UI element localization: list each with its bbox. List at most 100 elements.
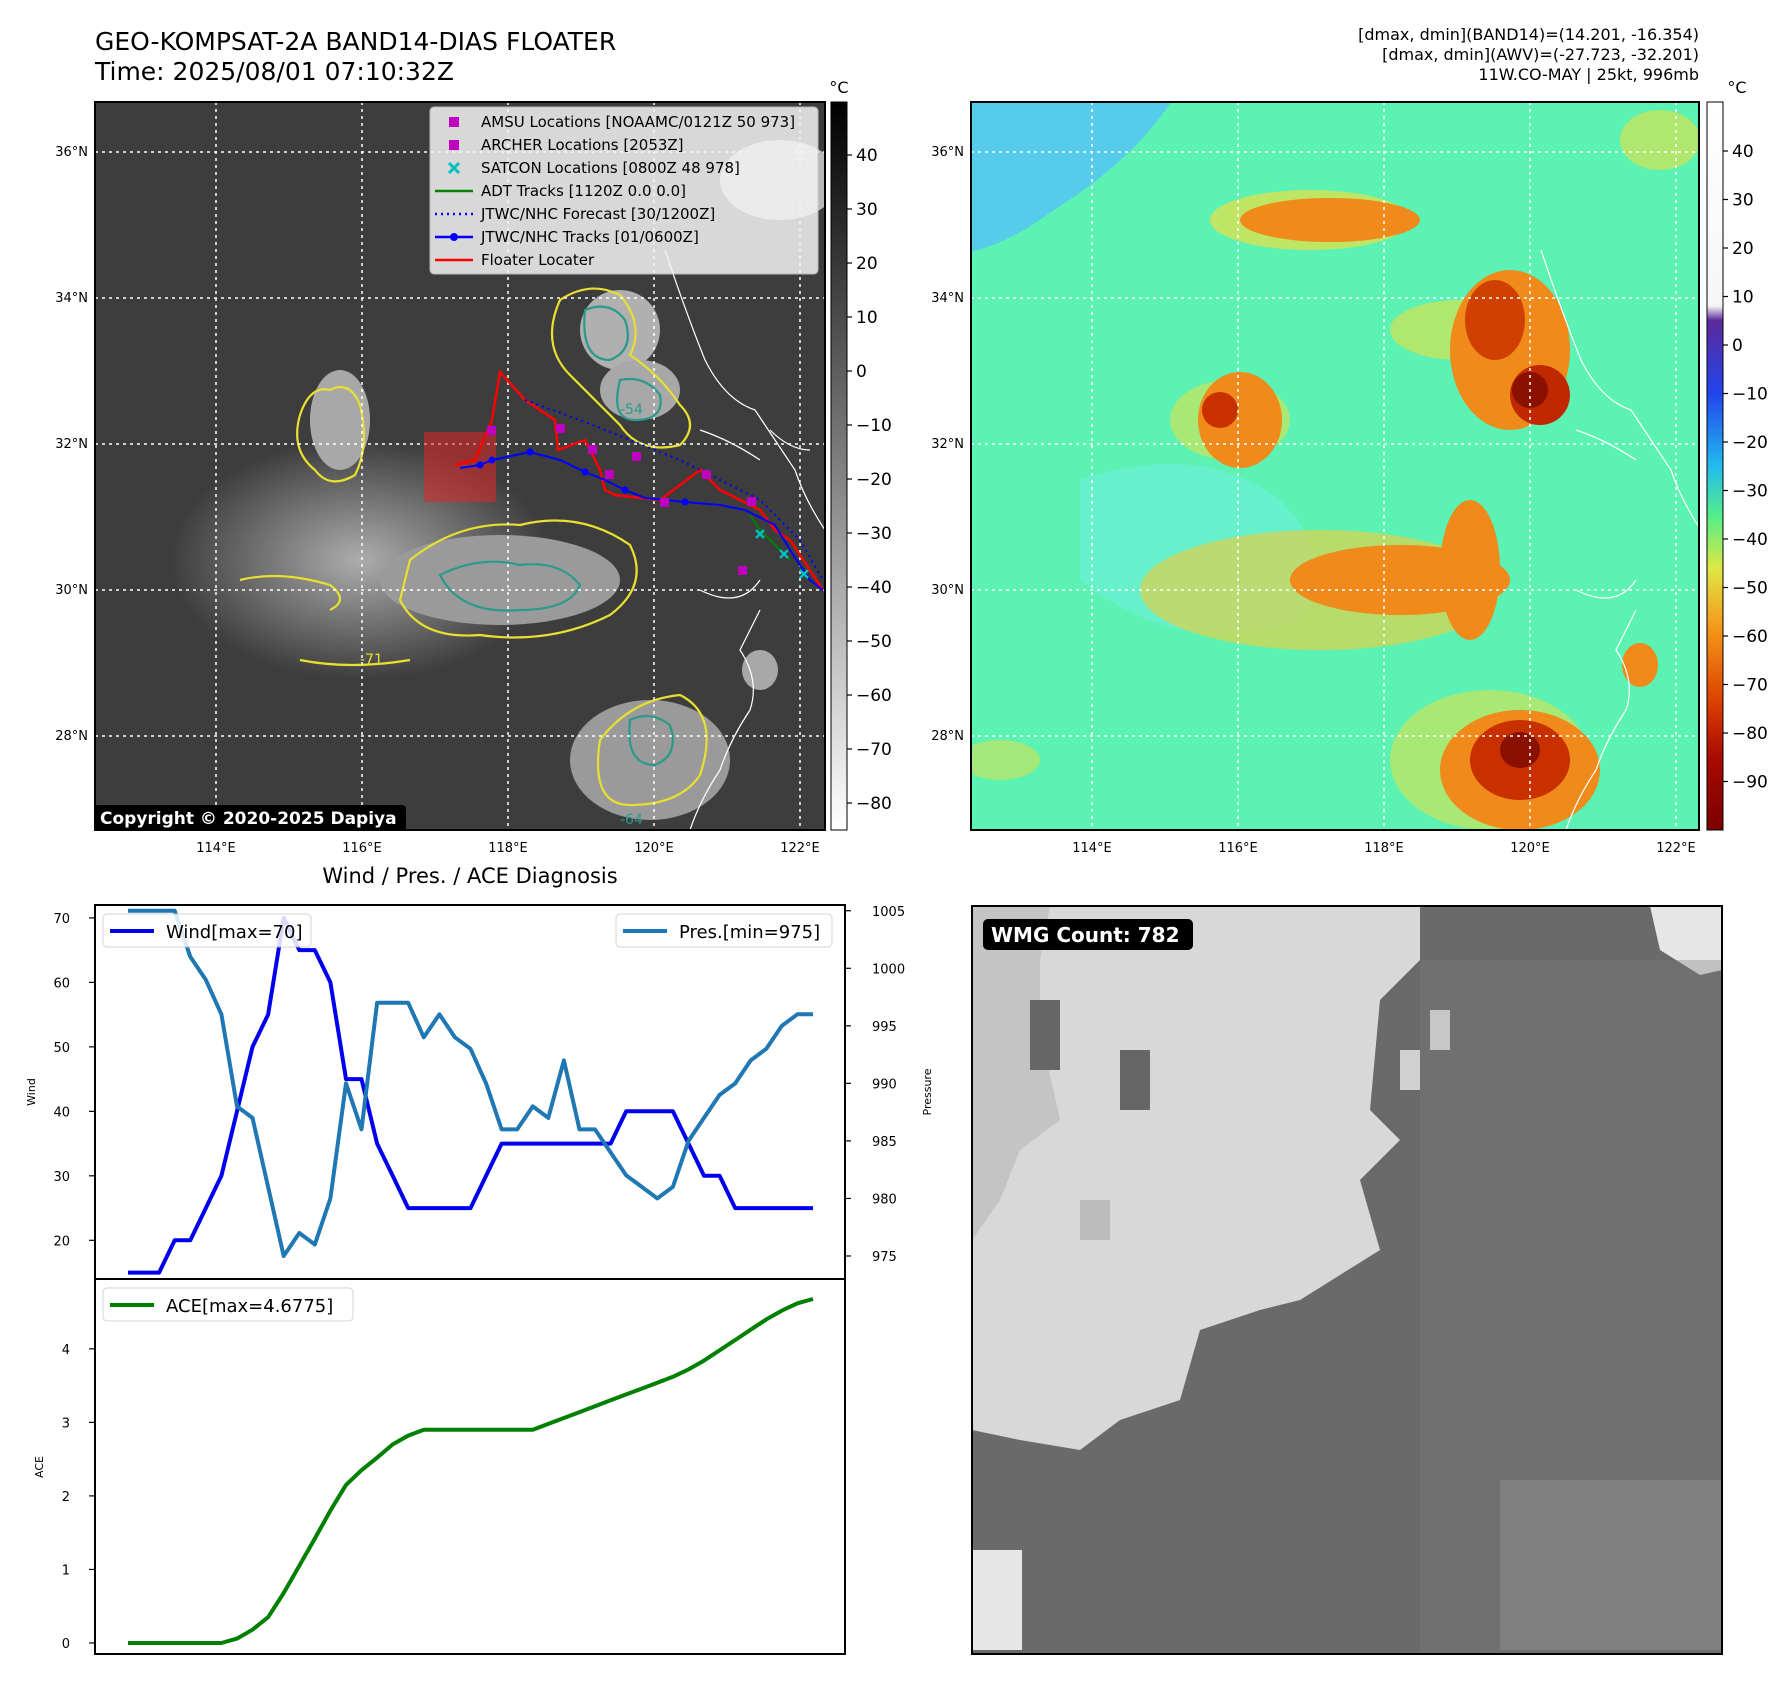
ace-axis-label: ACE <box>33 1456 46 1478</box>
satcon-points <box>755 529 809 579</box>
cold-cloud-contour <box>296 386 366 483</box>
convection-orange <box>1622 643 1658 687</box>
y-tick-label: 50 <box>53 1041 70 1056</box>
cloud-mass <box>742 650 778 690</box>
legend-entry: SATCON Locations [0800Z 48 978] <box>447 159 740 177</box>
cloud-mass <box>580 290 660 370</box>
y-tick-label: 4 <box>62 1343 70 1358</box>
colorbar-tick-label: 30 <box>1732 191 1754 211</box>
ace-chart-frame <box>94 1278 846 1655</box>
wind-pressure-chart: Wind Pressure 20 30 40 50 60 70 975 980 985 990 9… <box>25 904 934 1280</box>
y-right-tick-label: 1000 <box>872 962 905 977</box>
cold-cloud-contour <box>438 560 582 612</box>
awv-map-frame <box>970 101 1700 831</box>
convection-orange <box>1440 500 1500 640</box>
colorbar-tick-label: −20 <box>1732 433 1768 453</box>
dry-region <box>971 102 1171 252</box>
cold-cloud-contour <box>596 693 708 807</box>
legend-marker-square <box>449 117 459 127</box>
cold-cloud-contour <box>583 305 629 362</box>
colorbar-unit: °C <box>1727 78 1746 97</box>
lat-label: 36°N <box>931 145 964 160</box>
wmg-frame <box>971 905 1723 1655</box>
wmg-cold-region <box>1650 906 1722 975</box>
lon-label: 114°E <box>196 841 236 856</box>
lon-label: 114°E <box>1072 841 1112 856</box>
series-line <box>128 1297 814 1645</box>
wmg-block <box>1120 1050 1150 1110</box>
coastline <box>1540 249 1699 830</box>
colorbar-tick-label: −70 <box>856 740 892 760</box>
cold-cloud-contour <box>299 658 411 667</box>
colorbar-tick-label: −20 <box>856 470 892 490</box>
pressure-legend-label: Pres.[min=975] <box>679 922 820 943</box>
y-tick-label: 1 <box>62 1563 70 1578</box>
y-tick-label: 70 <box>53 912 70 927</box>
y-tick-label: 60 <box>53 976 70 991</box>
y-tick-label: 2 <box>62 1490 70 1505</box>
wmg-warm-fill <box>972 906 1060 1240</box>
legend-label: AMSU Locations [NOAAMC/0121Z 50 973] <box>481 113 795 131</box>
cold-cloud-contour <box>616 377 662 422</box>
contour-label: -64 <box>620 812 643 828</box>
colorbar-tick-label: −50 <box>1732 579 1768 599</box>
cold-cloud-contour <box>628 714 674 767</box>
wind-legend-label: Wind[max=70] <box>166 922 303 943</box>
legend-label: JTWC/NHC Forecast [30/1200Z] <box>480 205 715 223</box>
colorbar-tick-label: 10 <box>1732 288 1754 308</box>
lon-label: 122°E <box>780 841 820 856</box>
colorbar-tick-label: −80 <box>856 794 892 814</box>
legend-entry: JTWC/NHC Forecast [30/1200Z] <box>435 205 715 223</box>
wmg-block <box>1430 1010 1450 1050</box>
y-right-tick-label: 995 <box>872 1020 897 1035</box>
colorbar-tick-label: −50 <box>856 632 892 652</box>
figure-title: GEO-KOMPSAT-2A BAND14-DIAS FLOATER <box>95 27 616 56</box>
awv-colorbar: °C 40 30 20 10 0 −10 −20 −30 −40 −50 −60 −70 −80 −90 <box>1706 78 1768 831</box>
lat-label: 28°N <box>55 729 88 744</box>
diagnosis-title: Wind / Pres. / ACE Diagnosis <box>322 864 617 888</box>
floater-locater-track <box>454 369 825 591</box>
legend-label: Floater Locater <box>481 251 595 269</box>
wind-legend: Wind[max=70] <box>102 913 312 948</box>
colorbar-tick-label: −60 <box>856 686 892 706</box>
colorbar-tick-label: −80 <box>1732 724 1768 744</box>
wmg-block <box>1080 1200 1110 1240</box>
lat-label: 30°N <box>55 583 88 598</box>
pressure-legend: Pres.[min=975] <box>615 913 833 948</box>
wmg-count-badge <box>983 919 1193 950</box>
ace-legend: ACE[max=4.6775] <box>102 1287 354 1322</box>
colorbar-tick-label: −90 <box>1732 773 1768 793</box>
colorbar-tick-label: −10 <box>1732 385 1768 405</box>
wind-axis-label: Wind <box>25 1078 38 1106</box>
legend-entry: ARCHER Locations [2053Z] <box>449 136 684 154</box>
y-tick-label: 40 <box>53 1105 70 1120</box>
lat-label: 34°N <box>55 291 88 306</box>
y-right-tick-label: 990 <box>872 1077 897 1092</box>
lon-label: 116°E <box>1218 841 1258 856</box>
convection-red <box>1202 392 1238 428</box>
y-right-tick-label: 985 <box>872 1135 897 1150</box>
ir-colorbar: °C 40 30 20 10 0 −10 −20 −30 −40 −50 −60 −70 −80 <box>829 78 892 831</box>
lon-label: 120°E <box>634 841 674 856</box>
legend-marker-square <box>449 140 459 150</box>
colorbar-tick-label: −70 <box>1732 676 1768 696</box>
legend-label: ADT Tracks [1120Z 0.0 0.0] <box>481 182 686 200</box>
figure-time: Time: 2025/08/01 07:10:32Z <box>94 57 454 86</box>
lon-label: 116°E <box>342 841 382 856</box>
colorbar-tick-label: 20 <box>1732 239 1754 259</box>
colorbar-tick-label: 20 <box>856 254 878 274</box>
legend-label: JTWC/NHC Tracks [01/0600Z] <box>480 228 699 246</box>
wmg-count-text: WMG Count: 782 <box>991 923 1180 947</box>
lon-label: 118°E <box>1364 841 1404 856</box>
jtwc-forecast-track <box>524 399 824 581</box>
colorbar-tick-label: −10 <box>856 416 892 436</box>
amsu-archer-points <box>487 424 756 575</box>
colorbar-tick-label: −40 <box>1732 530 1768 550</box>
colorbar-tick-label: −60 <box>1732 627 1768 647</box>
info-awv: [dmax, dmin](AWV)=(-27.723, -32.201) <box>1382 45 1699 64</box>
ir-map-panel: -54 -64 -71 AMSU Locations [NOAAMC/0121Z… <box>55 101 826 856</box>
moist-region <box>971 740 1040 780</box>
y-right-tick-label: 980 <box>872 1192 897 1207</box>
y-right-tick-label: 1005 <box>872 905 905 920</box>
